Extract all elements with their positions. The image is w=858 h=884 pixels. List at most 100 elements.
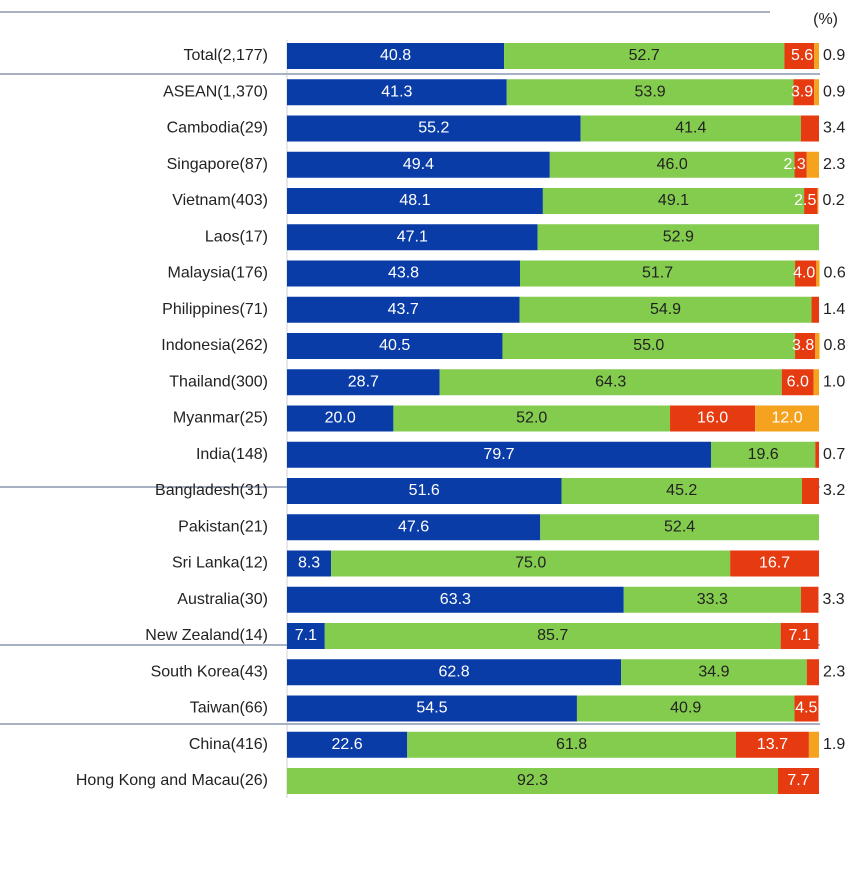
value-label: 0.7 <box>823 446 845 463</box>
bar-segment <box>287 441 712 468</box>
bar-segment <box>287 623 325 649</box>
bar-segment <box>393 405 671 432</box>
value-label: 52.9 <box>663 228 694 245</box>
category-label: Singapore(87) <box>167 156 268 173</box>
value-label: 1.4 <box>823 301 845 318</box>
bar-segment <box>537 224 819 251</box>
bar-segment <box>287 731 408 758</box>
value-label: 61.8 <box>556 736 587 753</box>
bar-segment <box>439 369 782 396</box>
value-label: 3.3 <box>822 591 844 608</box>
bar-segment <box>814 79 819 106</box>
category-label: New Zealand(14) <box>145 627 268 644</box>
value-label: 43.8 <box>388 265 419 282</box>
value-label: 46.0 <box>657 156 688 173</box>
value-label: 75.0 <box>515 555 546 572</box>
value-label: 0.6 <box>824 265 846 282</box>
bar-segment <box>287 115 581 142</box>
value-label: 52.7 <box>629 47 660 64</box>
category-label: Hong Kong and Macau(26) <box>76 772 268 789</box>
value-label: 54.5 <box>416 700 447 717</box>
value-label: 2.3 <box>784 156 806 173</box>
bar-segment <box>287 188 543 214</box>
unit-label: (%) <box>813 11 838 28</box>
category-label: Thailand(300) <box>169 373 268 390</box>
value-label: 41.4 <box>675 120 706 137</box>
category-label: Laos(17) <box>205 228 268 245</box>
bar-segment <box>793 79 815 106</box>
bar-segment <box>502 333 796 359</box>
bar-segment <box>670 405 756 432</box>
bar-segment <box>755 405 819 432</box>
value-label: 64.3 <box>595 373 626 390</box>
bar-segment <box>623 586 801 613</box>
value-label: 47.1 <box>397 228 428 245</box>
value-label: 55.2 <box>418 120 449 137</box>
bar-segment <box>287 405 394 432</box>
value-label: 22.6 <box>332 736 363 753</box>
bar-segment <box>324 623 781 649</box>
value-label: 43.7 <box>388 301 419 318</box>
value-label: 0.9 <box>823 83 845 100</box>
bar-segment <box>804 188 818 214</box>
category-label: ASEAN(1,370) <box>163 83 268 100</box>
bar-segment <box>811 296 819 323</box>
bar-segment <box>801 478 819 504</box>
bar-segment <box>730 550 819 577</box>
category-label: Myanmar(25) <box>173 410 268 427</box>
value-label: 19.6 <box>748 446 779 463</box>
bar-segment <box>795 260 817 287</box>
bar-segment <box>781 369 814 396</box>
value-label: 7.1 <box>788 627 810 644</box>
category-label: Sri Lanka(12) <box>172 555 268 572</box>
bar-segment <box>815 441 819 468</box>
value-label: 7.1 <box>295 627 317 644</box>
bar-segment <box>287 224 538 251</box>
value-label: 45.2 <box>666 482 697 499</box>
bar-segment <box>407 731 737 758</box>
bar-segment <box>287 659 622 686</box>
bar-segment <box>806 659 819 686</box>
value-label: 0.8 <box>824 337 846 354</box>
bar-segment <box>504 43 785 69</box>
category-label: Taiwan(66) <box>190 700 268 717</box>
value-label: 3.4 <box>823 120 845 137</box>
bar-segment <box>736 731 809 758</box>
value-label: 3.2 <box>823 482 845 499</box>
bar-segment <box>621 659 807 686</box>
category-label: Total(2,177) <box>184 47 269 64</box>
bar-segment <box>816 260 820 287</box>
category-label: Pakistan(21) <box>178 518 268 535</box>
value-label: 47.6 <box>398 518 429 535</box>
value-label: 33.3 <box>697 591 728 608</box>
bar-segment <box>287 768 779 794</box>
category-label: Cambodia(29) <box>167 120 268 137</box>
value-label: 0.9 <box>823 47 845 64</box>
bar-segment <box>287 514 541 541</box>
value-label: 48.1 <box>399 192 430 209</box>
value-label: 2.3 <box>823 156 845 173</box>
value-label: 51.7 <box>642 265 673 282</box>
value-label: 34.9 <box>698 663 729 680</box>
bar-segment <box>549 151 795 178</box>
bar-segment <box>806 151 819 178</box>
value-label: 4.5 <box>795 700 817 717</box>
value-label: 79.7 <box>483 446 514 463</box>
bar-segment <box>287 151 550 178</box>
bar-segment <box>817 188 819 214</box>
bar-segment <box>794 151 807 178</box>
bar-segment <box>561 478 802 504</box>
value-label: 6.0 <box>787 373 809 390</box>
bar-segment <box>778 768 819 794</box>
bar-segment <box>287 333 503 359</box>
value-label: 52.0 <box>516 410 547 427</box>
category-label: Bangladesh(31) <box>155 482 268 499</box>
value-label: 53.9 <box>635 83 666 100</box>
value-label: 28.7 <box>348 373 379 390</box>
value-label: 52.4 <box>664 518 695 535</box>
bar-segment <box>287 79 507 106</box>
value-label: 8.3 <box>298 555 320 572</box>
bar-segment <box>580 115 801 142</box>
bar-segment <box>540 514 819 541</box>
